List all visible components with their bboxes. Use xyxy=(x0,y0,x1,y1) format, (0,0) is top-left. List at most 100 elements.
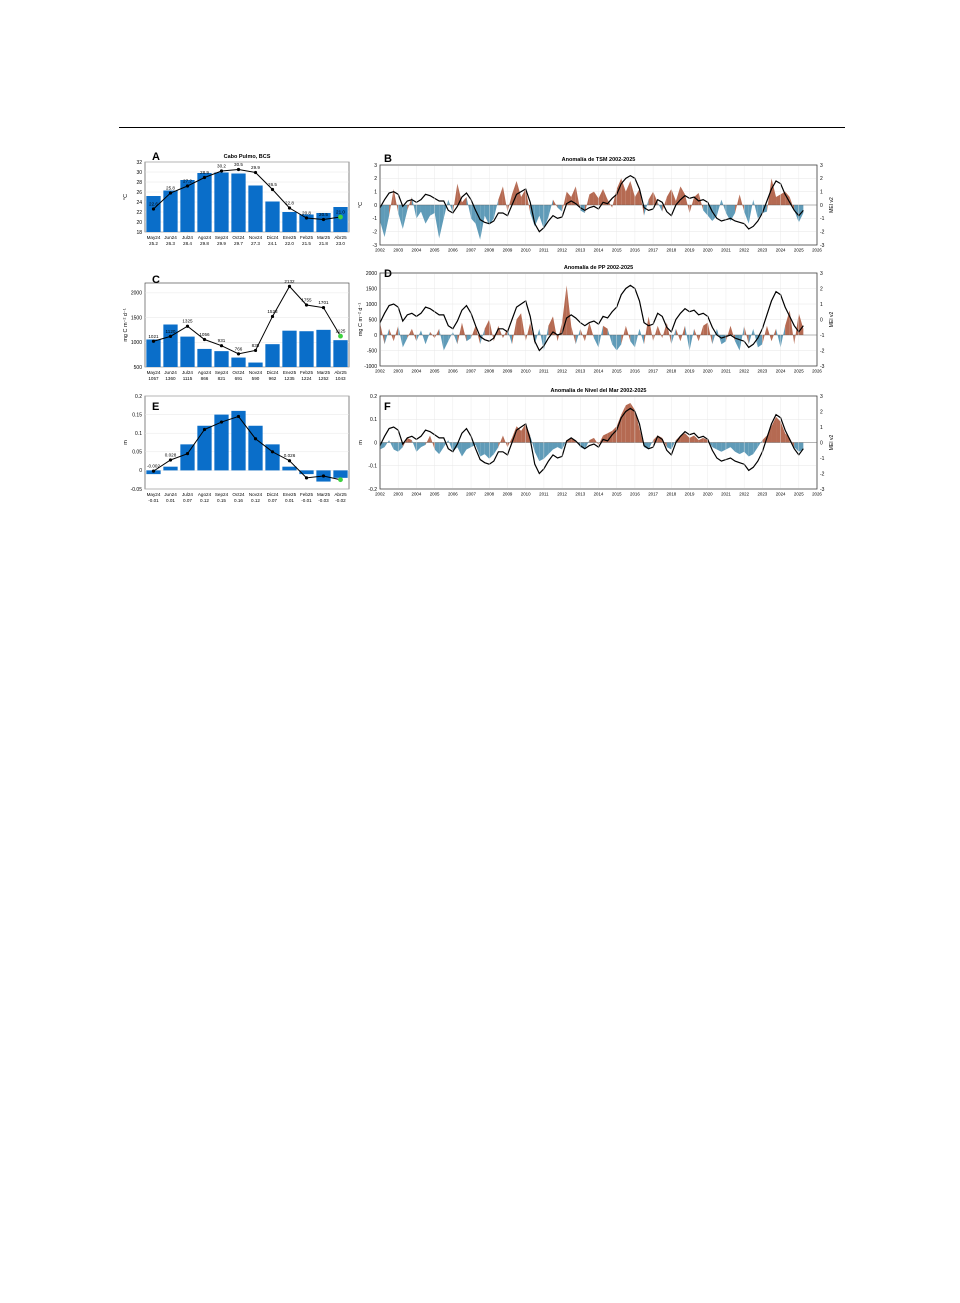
line-marker xyxy=(321,474,326,478)
negative-anomaly-area xyxy=(489,205,494,225)
line-value-label: 2132 xyxy=(284,279,295,284)
positive-anomaly-area xyxy=(525,189,531,213)
x-tick-label: 2022 xyxy=(739,369,749,374)
panel-letter: A xyxy=(152,151,160,163)
line-value-label: 28.9 xyxy=(200,170,209,175)
x-tick-label: Sep24 xyxy=(215,370,229,375)
x-tick-label: 2013 xyxy=(575,369,585,374)
negative-anomaly-area xyxy=(753,442,758,455)
bar-value-label: 1043 xyxy=(335,376,346,381)
x-tick-label: 2018 xyxy=(666,492,676,497)
positive-anomaly-area xyxy=(598,189,604,205)
y-tick-label: -0.1 xyxy=(368,464,377,470)
bar-value-label: 0.12 xyxy=(251,498,260,503)
plot-frame-top xyxy=(379,272,818,367)
bar xyxy=(197,425,212,471)
line-value-label: 22.6 xyxy=(149,202,158,207)
positive-anomaly-area xyxy=(684,194,690,213)
x-tick-label: Ene25 xyxy=(283,370,297,375)
y-tick-label: 18 xyxy=(136,230,142,236)
negative-anomaly-area xyxy=(393,442,399,452)
line-marker xyxy=(287,284,292,288)
positive-anomaly-area xyxy=(634,189,640,205)
line-value-label: 30.5 xyxy=(234,162,243,167)
x-tick-label: 2015 xyxy=(612,248,622,253)
x-tick-label: 2022 xyxy=(739,492,749,497)
x-tick-label: 2012 xyxy=(557,248,567,253)
y-tick-label: 22 xyxy=(136,210,142,216)
y-tick-label: -0.05 xyxy=(131,487,143,493)
line-value-label: 29.9 xyxy=(251,165,260,170)
y-tick-label: 2000 xyxy=(131,291,142,297)
positive-anomaly-area xyxy=(707,322,713,345)
x-tick-label: Ene25 xyxy=(283,492,297,497)
positive-anomaly-area xyxy=(380,322,385,345)
positive-anomaly-area xyxy=(589,437,594,443)
positive-anomaly-area xyxy=(698,437,704,443)
positive-anomaly-area xyxy=(562,191,567,212)
x-tick-label: Jul24 xyxy=(182,370,193,375)
line-marker xyxy=(287,459,292,463)
negative-anomaly-area xyxy=(398,442,403,452)
negative-anomaly-area xyxy=(671,328,676,345)
line-value-label: 766 xyxy=(235,346,243,351)
bar xyxy=(299,214,314,232)
bar-value-label: 28.4 xyxy=(183,241,192,246)
positive-anomaly-area xyxy=(644,316,649,345)
positive-anomaly-area xyxy=(653,325,658,342)
y-tick-label: -0.2 xyxy=(368,487,377,493)
positive-anomaly-area xyxy=(407,328,412,339)
negative-anomaly-area xyxy=(480,328,485,345)
y-tick-label: 0.05 xyxy=(132,450,142,456)
bar xyxy=(248,362,263,367)
current-marker xyxy=(338,214,343,220)
positive-anomaly-area xyxy=(461,197,467,205)
positive-anomaly-area xyxy=(621,405,626,443)
bar-value-label: 29.9 xyxy=(217,241,226,246)
y2-tick-label: -1 xyxy=(820,333,825,339)
x-tick-label: Oct24 xyxy=(232,235,245,240)
line-marker xyxy=(151,207,156,211)
y-axis-label: m xyxy=(358,440,364,445)
line-marker xyxy=(270,450,275,454)
negative-anomaly-area xyxy=(552,442,558,450)
panel-letter: F xyxy=(384,401,391,413)
x-tick-label: Ene25 xyxy=(283,235,297,240)
bar-value-label: 1115 xyxy=(183,376,193,381)
negative-anomaly-area xyxy=(557,442,563,450)
bar xyxy=(163,324,178,367)
y2-tick-label: 2 xyxy=(820,409,823,415)
positive-anomaly-area xyxy=(662,197,667,212)
negative-anomaly-area xyxy=(475,442,481,457)
negative-anomaly-area xyxy=(735,442,740,455)
line-value-label: 1056 xyxy=(199,332,210,337)
bar-value-label: 22.0 xyxy=(285,241,294,246)
negative-anomaly-area xyxy=(416,205,421,219)
positive-anomaly-area xyxy=(780,421,786,443)
bar-value-label: 866 xyxy=(201,376,209,381)
bar-value-label: 21.5 xyxy=(302,241,311,246)
x-tick-label: 2014 xyxy=(594,492,604,497)
x-tick-label: 2015 xyxy=(612,369,622,374)
x-tick-label: Jul24 xyxy=(182,235,193,240)
x-tick-label: 2002 xyxy=(375,369,385,374)
negative-anomaly-area xyxy=(543,442,549,459)
positive-anomaly-area xyxy=(698,325,704,342)
negative-anomaly-area xyxy=(493,442,499,455)
positive-anomaly-area xyxy=(766,325,772,342)
negative-anomaly-area xyxy=(716,442,722,452)
bar xyxy=(231,410,246,471)
x-tick-label: 2018 xyxy=(666,369,676,374)
x-tick-label: 2011 xyxy=(539,492,549,497)
y2-tick-label: 2 xyxy=(820,176,823,182)
negative-anomaly-area xyxy=(776,328,781,348)
line-marker xyxy=(151,339,156,343)
y-tick-label: 500 xyxy=(369,317,378,323)
x-tick-label: 2015 xyxy=(612,492,622,497)
positive-anomaly-area xyxy=(507,194,513,212)
bar xyxy=(282,466,297,471)
line-marker xyxy=(270,187,275,192)
positive-anomaly-area xyxy=(603,189,608,205)
